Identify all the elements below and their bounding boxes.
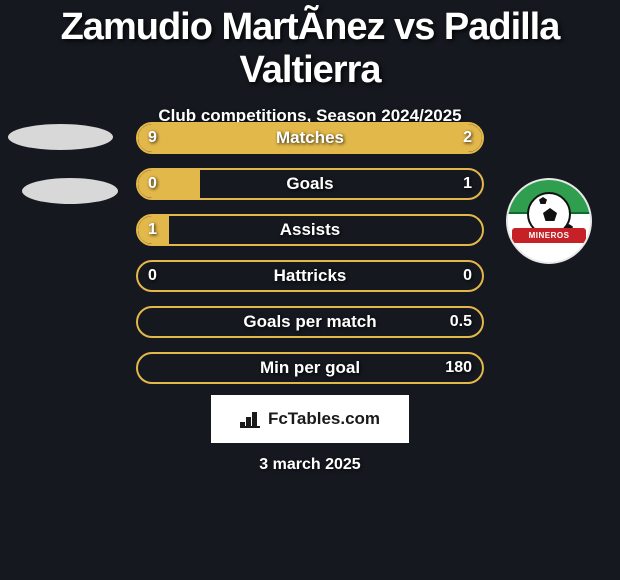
stat-value-right: 0.5	[450, 308, 472, 336]
stat-value-left: 1	[148, 216, 157, 244]
comparison-bars: 9Matches20Goals11Assists0Hattricks0Goals…	[136, 122, 484, 398]
generated-date: 3 march 2025	[0, 456, 620, 474]
stat-value-right: 180	[445, 354, 472, 382]
page-title: Zamudio MartÃ­nez vs Padilla Valtierra	[0, 0, 620, 92]
stat-value-right: 1	[463, 170, 472, 198]
stat-label: Goals per match	[138, 308, 482, 336]
stat-row-min-per-goal: Min per goal180	[136, 352, 484, 384]
stat-value-left: 0	[148, 262, 157, 290]
bar-fill-left	[138, 124, 482, 152]
brand-bar: FcTables.com	[211, 395, 409, 443]
stat-value-right: 2	[463, 124, 472, 152]
stat-row-hattricks: 0Hattricks0	[136, 260, 484, 292]
player-badge-left-2	[22, 178, 118, 204]
stat-value-right: 0	[463, 262, 472, 290]
club-badge-banner: MINEROS	[512, 228, 586, 243]
stat-label: Min per goal	[138, 354, 482, 382]
stat-label: Hattricks	[138, 262, 482, 290]
stat-value-left: 9	[148, 124, 157, 152]
stat-label: Assists	[138, 216, 482, 244]
club-badge-right: MINEROS	[508, 180, 590, 262]
stat-value-left: 0	[148, 170, 157, 198]
brand-text: FcTables.com	[268, 409, 380, 429]
player-badge-left-1	[8, 124, 113, 150]
stat-row-matches: 9Matches2	[136, 122, 484, 154]
stat-row-assists: 1Assists	[136, 214, 484, 246]
bar-chart-icon	[240, 410, 262, 428]
stat-row-goals: 0Goals1	[136, 168, 484, 200]
stat-row-goals-per-match: Goals per match0.5	[136, 306, 484, 338]
